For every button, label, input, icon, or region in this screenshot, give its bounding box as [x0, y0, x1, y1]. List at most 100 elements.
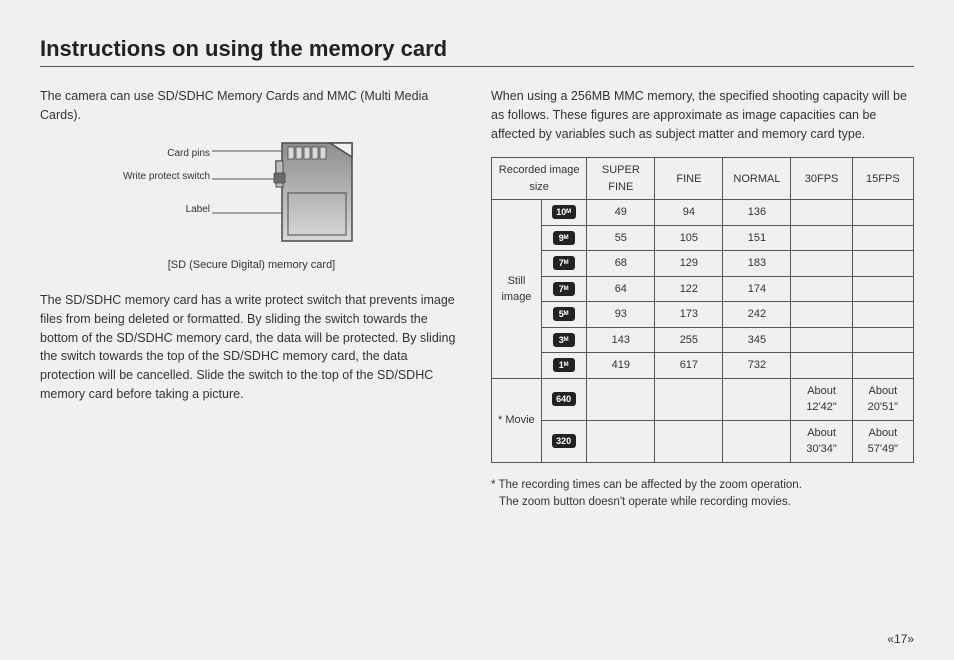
right-column: When using a 256MB MMC memory, the speci… — [491, 87, 914, 511]
table-row: 9ᴹ 55105151 — [492, 225, 914, 251]
capacity-cell — [791, 353, 852, 379]
size-badge-cell: 7ᴹ — [541, 251, 586, 277]
capacity-cell — [852, 276, 913, 302]
page-number: «17» — [887, 632, 914, 646]
capacity-cell — [723, 420, 791, 462]
size-badge-cell: 320 — [541, 420, 586, 462]
capacity-cell: 55 — [587, 225, 655, 251]
label-write-protect: Write protect switch — [123, 169, 210, 184]
capacity-cell: 173 — [655, 302, 723, 328]
row-label-still: Still image — [492, 200, 542, 379]
th-normal: NORMAL — [723, 158, 791, 200]
capacity-cell — [852, 251, 913, 277]
capacity-cell: About 30'34" — [791, 420, 852, 462]
table-header-row: Recorded image size SUPER FINE FINE NORM… — [492, 158, 914, 200]
capacity-cell — [655, 420, 723, 462]
capacity-cell: 617 — [655, 353, 723, 379]
capacity-cell: About 12'42" — [791, 378, 852, 420]
capacity-cell: 129 — [655, 251, 723, 277]
th-recorded-size: Recorded image size — [492, 158, 587, 200]
page-title: Instructions on using the memory card — [40, 36, 914, 67]
write-protect-text: The SD/SDHC memory card has a write prot… — [40, 291, 463, 404]
label-label: Label — [186, 202, 210, 217]
capacity-cell — [791, 327, 852, 353]
capacity-cell: 64 — [587, 276, 655, 302]
capacity-cell — [791, 200, 852, 226]
table-row: 320 About 30'34"About 57'49" — [492, 420, 914, 462]
sd-card-icon — [210, 139, 380, 249]
table-row: * Movie640About 12'42"About 20'51" — [492, 378, 914, 420]
left-column: The camera can use SD/SDHC Memory Cards … — [40, 87, 463, 511]
th-super-fine: SUPER FINE — [587, 158, 655, 200]
diagram-labels: Card pins Write protect switch Label — [123, 139, 210, 229]
capacity-cell — [655, 378, 723, 420]
capacity-cell — [587, 420, 655, 462]
capacity-table: Recorded image size SUPER FINE FINE NORM… — [491, 157, 914, 463]
capacity-intro: When using a 256MB MMC memory, the speci… — [491, 87, 914, 143]
th-fine: FINE — [655, 158, 723, 200]
capacity-cell — [852, 302, 913, 328]
capacity-cell — [852, 353, 913, 379]
size-badge: 5ᴹ — [553, 307, 575, 321]
capacity-cell — [791, 302, 852, 328]
table-row: 1ᴹ 419617732 — [492, 353, 914, 379]
size-badge: 9ᴹ — [553, 231, 575, 245]
capacity-cell — [852, 200, 913, 226]
capacity-cell: 242 — [723, 302, 791, 328]
capacity-cell: 105 — [655, 225, 723, 251]
capacity-cell: 93 — [587, 302, 655, 328]
capacity-cell: 183 — [723, 251, 791, 277]
table-row: Still image10ᴹ4994136 — [492, 200, 914, 226]
size-badge-cell: 10ᴹ — [541, 200, 586, 226]
sd-card-diagram: Card pins Write protect switch Label — [40, 139, 463, 274]
size-badge-cell: 5ᴹ — [541, 302, 586, 328]
capacity-cell: 345 — [723, 327, 791, 353]
th-15fps: 15FPS — [852, 158, 913, 200]
capacity-cell — [587, 378, 655, 420]
size-badge: 7ᴹ — [553, 282, 575, 296]
capacity-cell — [791, 251, 852, 277]
capacity-cell: 94 — [655, 200, 723, 226]
size-badge: 1ᴹ — [553, 358, 575, 372]
capacity-cell: About 20'51" — [852, 378, 913, 420]
capacity-cell — [791, 276, 852, 302]
table-row: 7ᴹ 64122174 — [492, 276, 914, 302]
footnote-line-1: * The recording times can be affected by… — [491, 477, 914, 494]
th-30fps: 30FPS — [791, 158, 852, 200]
table-row: 3ᴹ 143255345 — [492, 327, 914, 353]
size-badge: 3ᴹ — [553, 333, 575, 347]
size-badge-cell: 3ᴹ — [541, 327, 586, 353]
capacity-cell: 136 — [723, 200, 791, 226]
capacity-cell: About 57'49" — [852, 420, 913, 462]
capacity-cell: 174 — [723, 276, 791, 302]
capacity-cell — [723, 378, 791, 420]
table-row: 7ᴹ 68129183 — [492, 251, 914, 277]
diagram-caption: [SD (Secure Digital) memory card] — [40, 257, 463, 274]
capacity-cell: 143 — [587, 327, 655, 353]
capacity-cell: 151 — [723, 225, 791, 251]
capacity-cell: 68 — [587, 251, 655, 277]
size-badge-cell: 9ᴹ — [541, 225, 586, 251]
size-badge: 10ᴹ — [552, 205, 576, 219]
footnote-line-2: The zoom button doesn't operate while re… — [491, 494, 914, 511]
capacity-cell — [791, 225, 852, 251]
intro-text: The camera can use SD/SDHC Memory Cards … — [40, 87, 463, 125]
size-badge-cell: 640 — [541, 378, 586, 420]
size-badge-cell: 1ᴹ — [541, 353, 586, 379]
capacity-cell — [852, 327, 913, 353]
size-badge-cell: 7ᴹ — [541, 276, 586, 302]
capacity-cell: 49 — [587, 200, 655, 226]
label-card-pins: Card pins — [167, 146, 210, 161]
size-badge: 640 — [552, 392, 576, 406]
size-badge: 320 — [552, 434, 576, 448]
row-label-movie: * Movie — [492, 378, 542, 462]
capacity-cell — [852, 225, 913, 251]
footnote: * The recording times can be affected by… — [491, 477, 914, 512]
size-badge: 7ᴹ — [553, 256, 575, 270]
two-column-layout: The camera can use SD/SDHC Memory Cards … — [40, 87, 914, 511]
capacity-cell: 419 — [587, 353, 655, 379]
capacity-cell: 122 — [655, 276, 723, 302]
capacity-cell: 732 — [723, 353, 791, 379]
table-row: 5ᴹ 93173242 — [492, 302, 914, 328]
capacity-cell: 255 — [655, 327, 723, 353]
